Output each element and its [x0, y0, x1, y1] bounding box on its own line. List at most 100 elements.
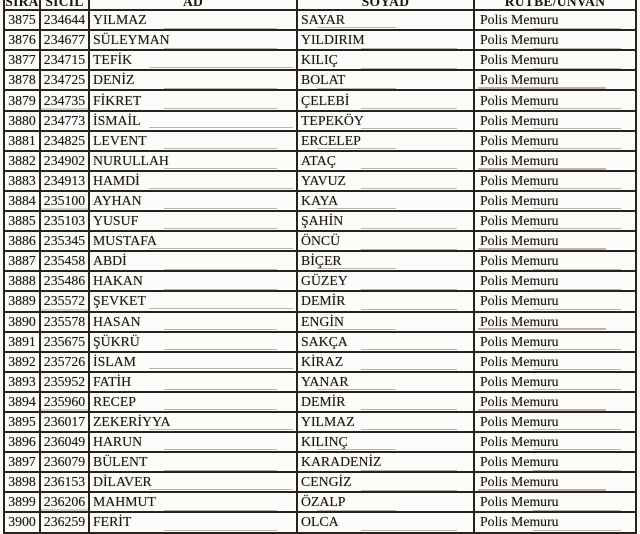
cell-sicil: 235726 — [39, 350, 90, 373]
table-row: 3891 235675 ŞÜKRÜ SAKÇA Polis Memuru — [3, 330, 637, 353]
cell-rutbe: Polis Memuru — [473, 230, 637, 253]
cell-sicil: 235100 — [39, 189, 90, 213]
cell-soyad: ŞAHİN — [296, 210, 475, 233]
cell-rutbe: Polis Memuru — [473, 330, 637, 353]
table-row: 3898 236153 DİLAVER CENGİZ Polis Memuru — [3, 471, 637, 494]
cell-sira: 3894 — [3, 390, 41, 413]
table-row: 3896 236049 HARUN KILINÇ Polis Memuru — [3, 431, 637, 454]
cell-sicil: 236259 — [39, 511, 90, 534]
cell-sicil: 234825 — [39, 129, 90, 152]
cell-sira: 3889 — [3, 290, 41, 313]
cell-ad: İSMAİL — [88, 109, 298, 132]
table-row: 3889 235572 ŞEVKET DEMİR Polis Memuru — [3, 290, 637, 313]
cell-ad: MUSTAFA — [88, 230, 298, 253]
cell-rutbe: Polis Memuru — [473, 310, 637, 333]
table-row: 3893 235952 FATİH YANAR Polis Memuru — [3, 370, 637, 393]
table-row: 3892 235726 İSLAM KİRAZ Polis Memuru — [3, 350, 637, 373]
cell-rutbe: Polis Memuru — [473, 109, 637, 132]
cell-rutbe: Polis Memuru — [473, 270, 637, 293]
cell-ad: SÜLEYMAN — [88, 29, 298, 52]
table-row: 3894 235960 RECEP DEMİR Polis Memuru — [3, 390, 637, 413]
cell-rutbe: Polis Memuru — [473, 49, 637, 72]
cell-sira: 3890 — [3, 310, 41, 333]
cell-sira: 3878 — [3, 69, 41, 92]
cell-sicil: 234913 — [39, 169, 90, 192]
cell-rutbe: Polis Memuru — [473, 451, 637, 474]
cell-sira: 3900 — [3, 511, 41, 534]
cell-rutbe: Polis Memuru — [473, 9, 637, 32]
column-header-ad: AD — [88, 0, 298, 12]
cell-sicil: 235952 — [39, 370, 90, 393]
cell-ad: ZEKERİYYA — [88, 410, 298, 434]
cell-sicil: 236206 — [39, 491, 90, 514]
cell-sira: 3885 — [3, 210, 41, 233]
cell-sicil: 234677 — [39, 29, 90, 52]
cell-ad: MAHMUT — [88, 491, 298, 514]
cell-sicil: 234725 — [39, 69, 90, 92]
cell-sira: 3899 — [3, 491, 41, 514]
cell-ad: TEFİK — [88, 49, 298, 72]
cell-sira: 3898 — [3, 471, 41, 494]
cell-ad: HASAN — [88, 310, 298, 333]
cell-soyad: CENGİZ — [296, 471, 475, 494]
cell-ad: FATİH — [88, 370, 298, 393]
cell-rutbe: Polis Memuru — [473, 89, 637, 112]
cell-ad: BÜLENT — [88, 451, 298, 474]
cell-sira: 3881 — [3, 129, 41, 152]
cell-sira: 3882 — [3, 149, 41, 172]
table-row: 3900 236259 FERİT OLCA Polis Memuru — [3, 511, 637, 534]
personnel-table: SIRA SİCİL AD SOYAD RÜTBE/UNVAN 3875 2346… — [3, 0, 637, 534]
cell-sicil: 235103 — [39, 210, 90, 233]
cell-ad: YUSUF — [88, 210, 298, 233]
cell-soyad: ÇELEBİ — [296, 89, 475, 112]
cell-sira: 3875 — [3, 9, 41, 32]
table-row: 3895 236017 ZEKERİYYA YILMAZ Polis Memuru — [3, 410, 637, 434]
table-row: 3882 234902 NURULLAH ATAÇ Polis Memuru — [3, 149, 637, 172]
cell-soyad: GÜZEY — [296, 270, 475, 293]
table-row: 3878 234725 DENİZ BOLAT Polis Memuru — [3, 69, 637, 92]
cell-sicil: 235578 — [39, 310, 90, 333]
column-header-sira: SIRA — [3, 0, 41, 12]
cell-soyad: YILMAZ — [296, 410, 475, 434]
table-body: 3875 234644 YILMAZ SAYAR Polis Memuru 3876 234… — [3, 9, 637, 534]
table-row: 3887 235458 ABDİ BİÇER Polis Memuru — [3, 250, 637, 273]
cell-soyad: KAYA — [296, 189, 475, 213]
cell-ad: DENİZ — [88, 69, 298, 92]
cell-ad: LEVENT — [88, 129, 298, 152]
cell-sira: 3893 — [3, 370, 41, 393]
cell-soyad: ENGİN — [296, 310, 475, 333]
cell-sicil: 234644 — [39, 9, 90, 32]
table-row: 3876 234677 SÜLEYMAN YILDIRIM Polis Memuru — [3, 29, 637, 52]
cell-soyad: SAYAR — [296, 9, 475, 32]
column-header-soyad: SOYAD — [296, 0, 475, 12]
cell-soyad: YILDIRIM — [296, 29, 475, 52]
cell-soyad: KILINÇ — [296, 431, 475, 454]
cell-rutbe: Polis Memuru — [473, 169, 637, 192]
cell-ad: NURULLAH — [88, 149, 298, 172]
cell-rutbe: Polis Memuru — [473, 350, 637, 373]
cell-sicil: 235458 — [39, 250, 90, 273]
column-header-sicil: SİCİL — [39, 0, 90, 12]
cell-sicil: 235960 — [39, 390, 90, 413]
cell-soyad: OLCA — [296, 511, 475, 534]
cell-ad: HAMDİ — [88, 169, 298, 192]
cell-rutbe: Polis Memuru — [473, 431, 637, 454]
table-row: 3880 234773 İSMAİL TEPEKÖY Polis Memuru — [3, 109, 637, 132]
cell-sicil: 236153 — [39, 471, 90, 494]
table-row: 3883 234913 HAMDİ YAVUZ Polis Memuru — [3, 169, 637, 192]
table-row: 3888 235486 HAKAN GÜZEY Polis Memuru — [3, 270, 637, 293]
cell-soyad: KARADENİZ — [296, 451, 475, 474]
table-row: 3885 235103 YUSUF ŞAHİN Polis Memuru — [3, 210, 637, 233]
cell-sicil: 236017 — [39, 410, 90, 434]
table-header: SIRA SİCİL AD SOYAD RÜTBE/UNVAN — [3, 0, 637, 12]
cell-sira: 3895 — [3, 410, 41, 434]
cell-sira: 3884 — [3, 189, 41, 213]
cell-sicil: 234773 — [39, 109, 90, 132]
cell-soyad: ATAÇ — [296, 149, 475, 172]
cell-soyad: KILIÇ — [296, 49, 475, 72]
cell-ad: DİLAVER — [88, 471, 298, 494]
cell-ad: YILMAZ — [88, 9, 298, 32]
cell-sira: 3888 — [3, 270, 41, 293]
header-row: SIRA SİCİL AD SOYAD RÜTBE/UNVAN — [3, 0, 637, 12]
cell-ad: HARUN — [88, 431, 298, 454]
